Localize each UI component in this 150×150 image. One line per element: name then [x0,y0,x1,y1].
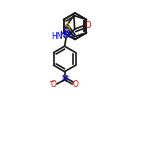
Text: N: N [63,27,69,36]
Text: N: N [62,75,68,84]
Text: O: O [84,21,91,30]
Text: +: + [65,74,70,79]
Text: O: O [51,80,57,88]
Text: S: S [64,23,70,32]
Text: −: − [48,79,54,85]
Text: HN: HN [51,32,63,41]
Text: NH₂: NH₂ [59,31,74,40]
Text: O: O [72,80,78,88]
